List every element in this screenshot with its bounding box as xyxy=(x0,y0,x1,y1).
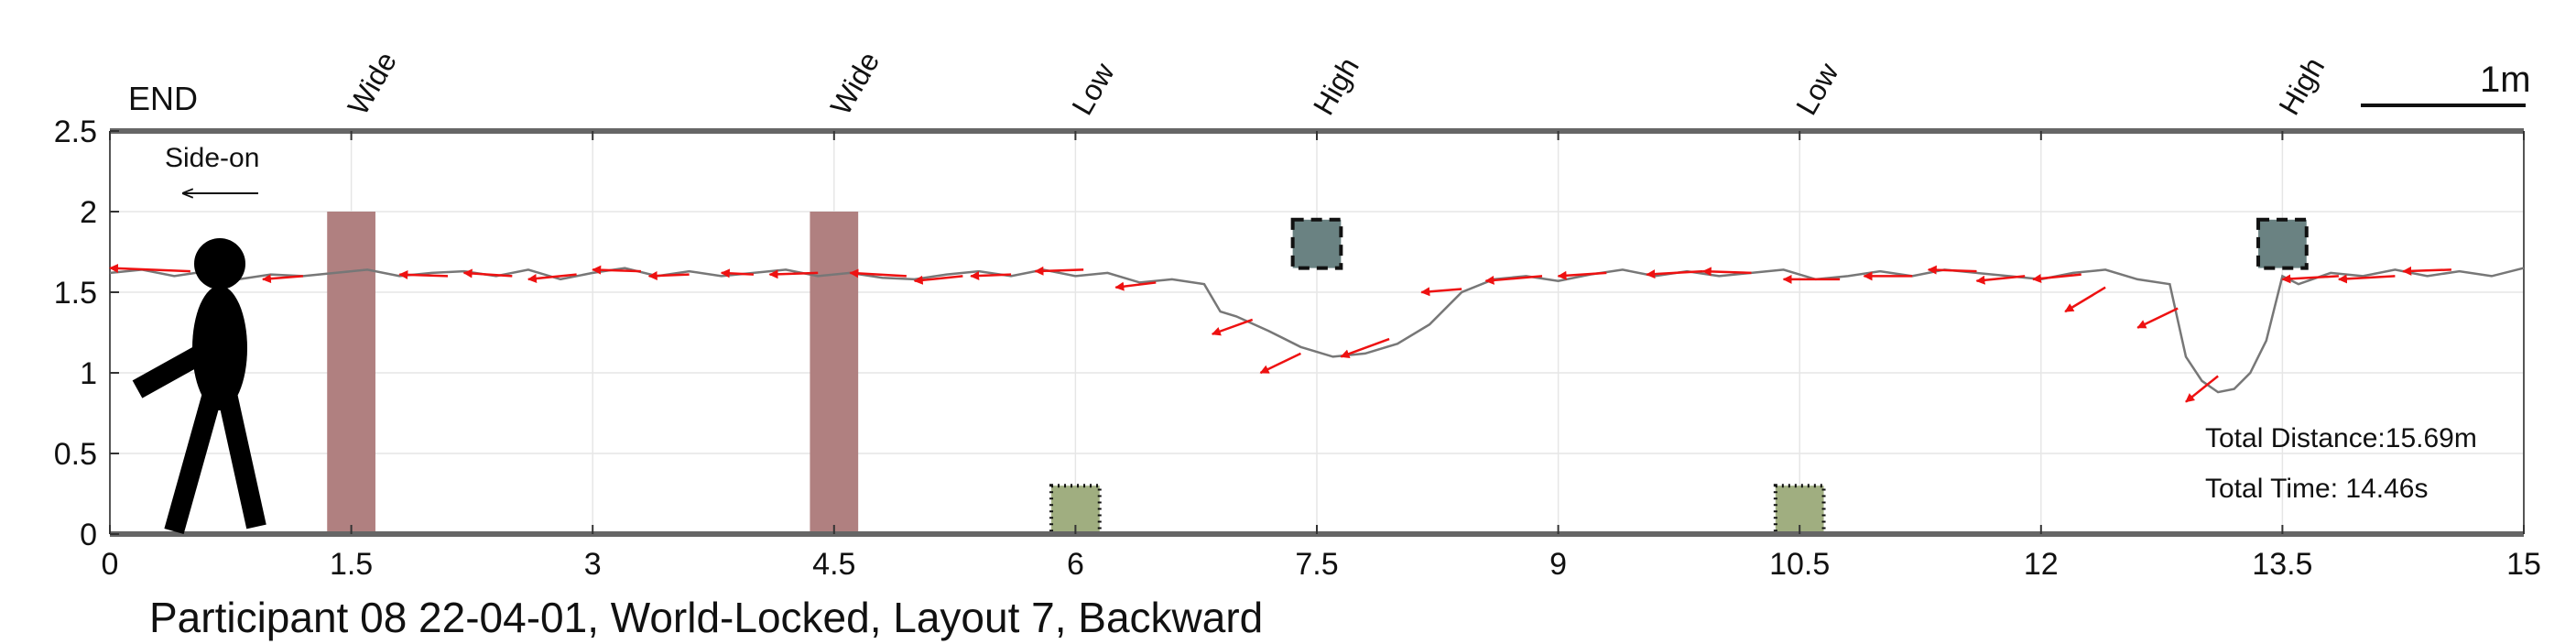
heading-arrow-2 xyxy=(398,269,449,279)
heading-arrow-14 xyxy=(1211,318,1254,336)
y-tick-label-0: 0 xyxy=(80,518,97,552)
heading-arrow-30 xyxy=(2281,274,2339,284)
x-tick-label-2: 3 xyxy=(584,547,602,582)
obstacles xyxy=(327,212,2309,537)
heading-arrow-18 xyxy=(1484,275,1543,285)
heading-arrow-26 xyxy=(2032,273,2081,283)
heading-arrow-31 xyxy=(2337,274,2396,284)
heading-arrow-28 xyxy=(2136,307,2179,329)
heading-arrow-21 xyxy=(1701,267,1752,277)
heading-arrow-8 xyxy=(768,269,819,279)
x-tick-label-0: 0 xyxy=(102,547,119,582)
obstacle-label-2: Low xyxy=(1065,57,1121,121)
heading-arrow-17 xyxy=(1420,287,1462,297)
x-tick-label-5: 7.5 xyxy=(1295,547,1338,582)
heading-arrow-20 xyxy=(1646,269,1703,279)
x-tick-label-6: 9 xyxy=(1549,547,1567,582)
heading-arrow-15 xyxy=(1259,352,1301,375)
x-tick-label-4: 6 xyxy=(1067,547,1084,582)
y-tick-label-4: 2 xyxy=(80,195,97,230)
total-distance: Total Distance:15.69m xyxy=(2205,423,2477,453)
heading-arrow-7 xyxy=(720,268,754,278)
y-tick-label-1: 0.5 xyxy=(54,437,97,472)
y-axis-ticks: 0 0.5 1 1.5 2 2.5 xyxy=(54,115,119,552)
obstacle-label-4: Low xyxy=(1789,57,1845,121)
heading-arrow-9 xyxy=(849,268,907,278)
heading-arrow-0 xyxy=(109,263,190,273)
x-tick-label-3: 4.5 xyxy=(812,547,855,582)
obstacle-label-0: Wide xyxy=(341,46,403,120)
heading-arrow-27 xyxy=(2064,286,2106,313)
heading-arrow-12 xyxy=(1034,266,1084,276)
heading-arrow-11 xyxy=(970,271,1012,281)
heading-arrow-5 xyxy=(592,265,641,275)
heading-arrow-6 xyxy=(647,271,690,281)
obstacle-label-5: High xyxy=(2272,52,2331,121)
person-icon xyxy=(132,238,266,534)
heading-arrows xyxy=(109,263,2451,403)
chart-title: Participant 08 22-04-01, World-Locked, L… xyxy=(149,594,1263,641)
heading-arrow-13 xyxy=(1114,281,1157,291)
y-tick-label-3: 1.5 xyxy=(54,276,97,311)
scale-label: 1m xyxy=(2480,60,2531,100)
gridlines xyxy=(109,130,2525,535)
x-axis-ticks: 0 1.5 3 4.5 6 7.5 9 10.5 12 13.5 15 xyxy=(102,131,2541,582)
heading-arrow-25 xyxy=(1975,275,2026,285)
heading-arrow-10 xyxy=(913,275,963,285)
x-tick-label-8: 12 xyxy=(2024,547,2059,582)
y-tick-label-2: 1 xyxy=(80,356,97,391)
heading-arrow-1 xyxy=(261,274,303,284)
y-tick-label-5: 2.5 xyxy=(54,115,97,149)
walking-path-line xyxy=(109,267,2525,394)
obstacle-high-3 xyxy=(1290,217,1343,270)
x-tick-label-1: 1.5 xyxy=(330,547,373,582)
heading-arrow-19 xyxy=(1557,270,1607,280)
end-label: END xyxy=(128,80,198,117)
heading-arrow-29 xyxy=(2185,375,2219,403)
obstacle-wide-1 xyxy=(810,212,859,534)
obstacle-labels: Wide Wide Low High Low High xyxy=(341,46,2331,120)
heading-arrow-24 xyxy=(1927,265,1977,275)
obstacle-high-5 xyxy=(2256,217,2309,270)
heading-arrow-3 xyxy=(462,268,513,278)
x-tick-label-9: 13.5 xyxy=(2252,547,2312,582)
heading-arrow-32 xyxy=(2402,266,2451,276)
total-time: Total Time: 14.46s xyxy=(2205,474,2428,504)
x-tick-label-10: 15 xyxy=(2506,547,2541,582)
heading-arrow-4 xyxy=(527,273,577,283)
obstacle-label-3: High xyxy=(1307,52,1365,121)
heading-arrow-16 xyxy=(1340,337,1390,358)
x-tick-label-7: 10.5 xyxy=(1769,547,1830,582)
obstacle-label-1: Wide xyxy=(824,46,886,120)
obstacle-wide-0 xyxy=(327,212,375,534)
direction-label: Side-on xyxy=(165,143,259,173)
